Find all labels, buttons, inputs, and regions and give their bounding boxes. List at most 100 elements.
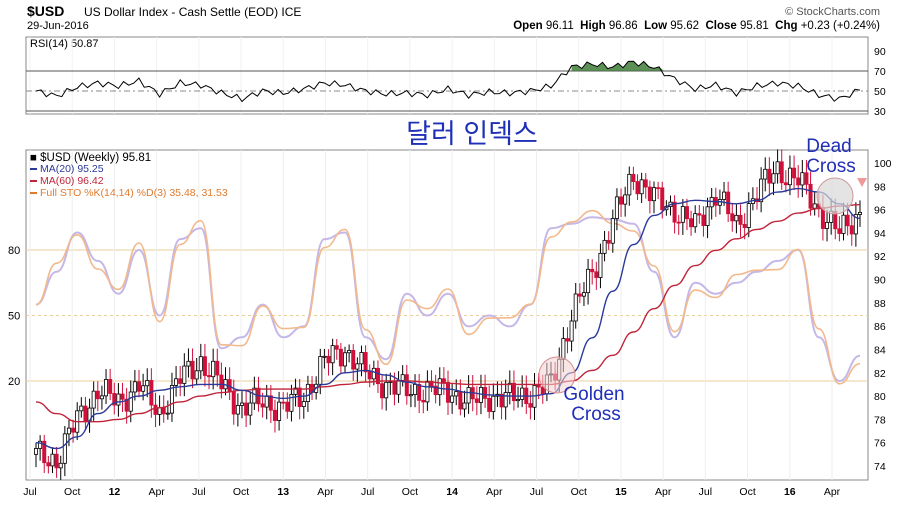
candle-body bbox=[503, 392, 508, 408]
candle-body bbox=[165, 412, 170, 415]
rsi-panel: RSI(14) 50.87 90 70 50 30 bbox=[25, 36, 886, 118]
close-label: Close bbox=[705, 20, 737, 32]
x-tick-label: 13 bbox=[277, 486, 289, 498]
candle-body bbox=[99, 395, 104, 400]
x-tick-label: Jul bbox=[192, 486, 205, 498]
x-tick-label: 14 bbox=[446, 486, 458, 498]
candle-body bbox=[684, 206, 689, 220]
candle-body bbox=[58, 462, 63, 469]
candle-body bbox=[355, 363, 360, 370]
candle-body bbox=[190, 360, 195, 380]
x-tick-label: Oct bbox=[402, 486, 418, 498]
candle-body bbox=[326, 355, 331, 364]
rsi-tick: 90 bbox=[874, 46, 886, 58]
down-arrow-icon bbox=[857, 178, 867, 187]
candle-body bbox=[697, 213, 702, 216]
x-tick-label: Apr bbox=[486, 486, 503, 498]
legend-ma60: MA(60) 96.42 bbox=[40, 175, 104, 187]
price-tick: 80 bbox=[874, 391, 886, 403]
candle-body bbox=[396, 380, 401, 395]
candle-body bbox=[631, 173, 636, 183]
golden-cross-line2: Cross bbox=[571, 404, 621, 425]
price-tick: 96 bbox=[874, 205, 886, 217]
chg-value: +0.23 (+0.24%) bbox=[800, 20, 880, 32]
price-guides bbox=[26, 249, 868, 382]
candle-body bbox=[42, 440, 47, 464]
candle-body bbox=[417, 384, 422, 401]
candle-body bbox=[404, 374, 409, 397]
dead-cross-marker bbox=[816, 177, 854, 215]
candle-body bbox=[627, 173, 632, 196]
ma20-line bbox=[35, 187, 861, 450]
price-tick: 92 bbox=[874, 251, 886, 263]
rsi-overbought-fill bbox=[571, 61, 665, 71]
x-tick-label: Apr bbox=[824, 486, 841, 498]
candle-body bbox=[705, 206, 710, 226]
candle-body bbox=[701, 214, 706, 226]
stochastic-tick: 20 bbox=[8, 376, 20, 388]
candle-body bbox=[759, 178, 764, 203]
candle-body bbox=[660, 187, 665, 211]
candle-body bbox=[215, 360, 220, 376]
price-candles bbox=[34, 149, 863, 480]
candle-body bbox=[289, 393, 294, 412]
close-value: 95.81 bbox=[739, 20, 769, 32]
candle-body bbox=[730, 213, 735, 222]
price-tick: 76 bbox=[874, 438, 886, 450]
dead-cross-line1: Dead bbox=[806, 136, 851, 157]
candle-body bbox=[91, 390, 96, 409]
stochastic-tick-labels: 80 50 20 bbox=[8, 245, 20, 388]
candle-body bbox=[380, 383, 385, 399]
candle-body bbox=[693, 213, 698, 228]
candle-body bbox=[738, 214, 743, 225]
candle-body bbox=[198, 356, 203, 372]
candle-body bbox=[763, 168, 768, 180]
exchange: ICE bbox=[281, 5, 302, 19]
candle-body bbox=[429, 380, 434, 387]
candle-body bbox=[689, 218, 694, 228]
candle-body bbox=[202, 356, 207, 376]
ohlc-readout: Open 96.11 High 96.86 Low 95.62 Close 95… bbox=[513, 20, 880, 32]
candle-body bbox=[606, 239, 611, 244]
candle-body bbox=[487, 398, 492, 412]
candle-body bbox=[722, 191, 727, 200]
candle-body bbox=[71, 427, 76, 433]
x-tick-label: 12 bbox=[109, 486, 121, 498]
candle-body bbox=[351, 350, 356, 370]
instrument-name: US Dollar Index - Cash Settle (EOD) ICE bbox=[84, 5, 301, 19]
candle-body bbox=[602, 239, 607, 254]
rsi-tick: 70 bbox=[874, 66, 886, 78]
candle-body bbox=[169, 385, 174, 414]
candle-body bbox=[54, 453, 59, 469]
candle-body bbox=[124, 398, 129, 412]
candle-body bbox=[219, 374, 224, 390]
candle-body bbox=[244, 402, 249, 416]
candle-body bbox=[120, 393, 125, 400]
ma60-line bbox=[35, 204, 861, 423]
candle-body bbox=[792, 167, 797, 179]
candle-body bbox=[293, 387, 298, 395]
price-tick: 94 bbox=[874, 228, 886, 240]
price-tick: 98 bbox=[874, 181, 886, 193]
candle-body bbox=[491, 395, 496, 412]
candle-body bbox=[623, 194, 628, 205]
candle-body bbox=[858, 212, 863, 215]
price-tick: 78 bbox=[874, 414, 886, 426]
price-tick: 86 bbox=[874, 321, 886, 333]
candle-body bbox=[458, 391, 463, 410]
candle-body bbox=[474, 398, 479, 403]
legend-sto: Full STO %K(14,14) %D(3) 35.48, 31.53 bbox=[40, 187, 228, 199]
stochastic-tick: 80 bbox=[8, 245, 20, 257]
x-tick-label: 16 bbox=[784, 486, 796, 498]
rsi-tick: 30 bbox=[874, 106, 886, 118]
watermark: © StockCharts.com bbox=[785, 6, 880, 18]
golden-cross-marker bbox=[538, 356, 576, 394]
candle-body bbox=[421, 399, 426, 403]
candle-body bbox=[285, 401, 290, 412]
candle-body bbox=[50, 453, 55, 467]
candle-body bbox=[573, 293, 578, 322]
candle-body bbox=[384, 381, 389, 399]
candle-body bbox=[635, 181, 640, 195]
price-tick: 84 bbox=[874, 344, 886, 356]
candle-body bbox=[647, 186, 652, 202]
